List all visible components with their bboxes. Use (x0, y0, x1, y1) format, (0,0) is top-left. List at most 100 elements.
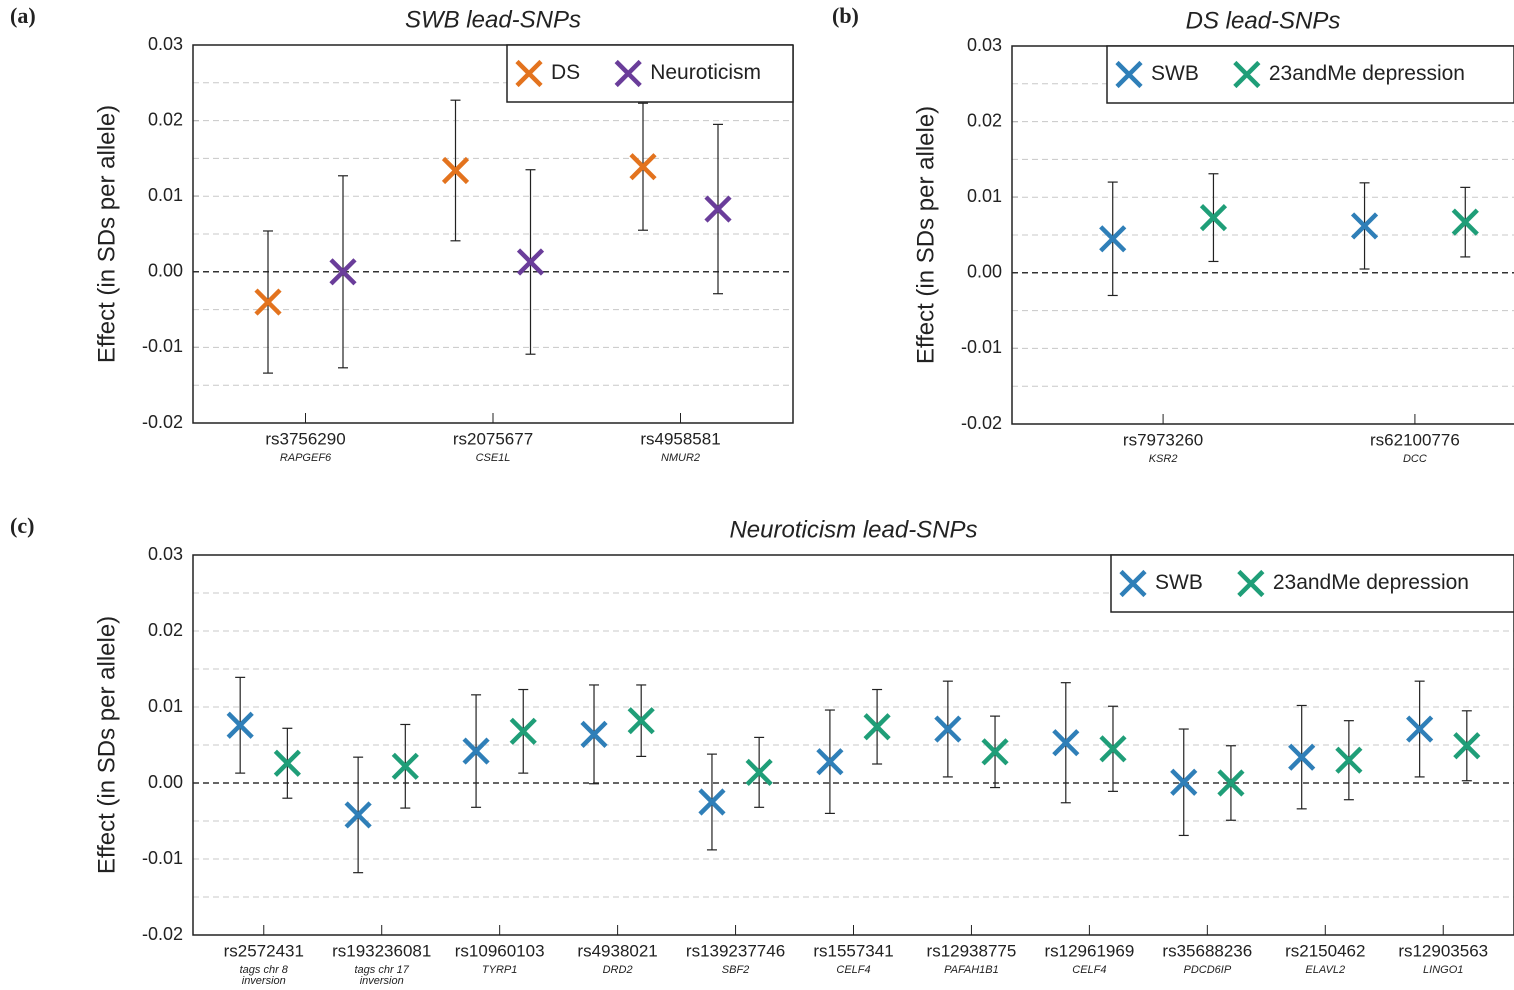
marker-stroke (816, 748, 844, 776)
legend-label: Neuroticism (650, 61, 761, 84)
marker (273, 749, 301, 777)
legend-box (1110, 554, 1514, 613)
marker-stroke (1099, 225, 1127, 253)
marker (1350, 212, 1379, 240)
marker (629, 153, 657, 181)
legend-marker (614, 59, 642, 88)
gene-label-box: PAFAH1B1 (944, 965, 999, 976)
legend-box (506, 44, 794, 103)
gene-label: ELAVL2 (1305, 965, 1346, 976)
gene-label: RAPGEF6 (279, 453, 332, 464)
marker (1199, 204, 1228, 232)
marker-stroke (614, 59, 642, 88)
marker (698, 788, 726, 816)
marker-stroke (391, 752, 419, 780)
x-tick-label: rs2572431 (224, 941, 304, 960)
marker (462, 737, 490, 765)
gene-label-box: DCC (1402, 454, 1427, 465)
y-tick-label: 0.03 (148, 34, 183, 54)
x-tick-label: rs2150462 (1285, 941, 1365, 960)
legend-label: DS (551, 61, 580, 84)
marker (981, 738, 1009, 766)
gene-label-box: tags chr 17 inversion (354, 965, 409, 987)
marker-stroke (1451, 208, 1479, 236)
marker-stroke (1199, 204, 1228, 232)
x-tick-label: rs3756290 (265, 429, 345, 448)
marker-stroke (254, 288, 282, 316)
gene-label-box: NMUR2 (661, 453, 700, 464)
y-tick-label: 0.01 (148, 696, 183, 716)
legend-marker (1233, 60, 1261, 89)
y-tick-label: 0.01 (967, 186, 1002, 206)
gene-label: CSE1L (475, 453, 511, 464)
marker-stroke (1115, 60, 1143, 89)
marker (580, 720, 608, 748)
marker-stroke (1288, 743, 1316, 771)
panel-label: (b) (832, 3, 859, 28)
gene-label: CELF4 (1072, 965, 1107, 976)
legend-label: SWB (1151, 62, 1199, 85)
marker (745, 758, 773, 786)
y-axis-label: Effect (in SDs per allele) (93, 616, 120, 874)
gene-label: tags chr 17 inversion (354, 965, 409, 987)
gene-label: DCC (1402, 454, 1427, 465)
marker (1052, 729, 1080, 757)
chart-title: DS lead-SNPs (1186, 7, 1341, 34)
marker (516, 248, 545, 276)
y-tick-label: 0.02 (148, 109, 183, 129)
y-tick-label: -0.01 (961, 337, 1002, 357)
x-tick-label: rs62100776 (1370, 430, 1460, 449)
y-tick-label: -0.02 (142, 412, 183, 432)
marker-stroke (344, 801, 372, 829)
marker (391, 752, 419, 780)
y-tick-label: -0.02 (961, 413, 1002, 433)
y-tick-label: -0.02 (142, 924, 183, 944)
marker-stroke (745, 758, 773, 786)
marker-stroke (329, 258, 357, 286)
x-tick-label: rs7973260 (1123, 430, 1203, 449)
gene-label-box: ELAVL2 (1305, 965, 1346, 976)
marker-stroke (273, 749, 301, 777)
marker (1099, 735, 1127, 763)
marker (934, 715, 962, 743)
x-tick-label: rs12961969 (1044, 941, 1134, 960)
x-tick-label: rs4958581 (640, 429, 720, 448)
plot-frame (192, 44, 794, 424)
gene-label: CELF4 (836, 965, 871, 976)
gene-label-box: RAPGEF6 (279, 453, 332, 464)
marker-stroke (515, 59, 543, 88)
marker-stroke (981, 738, 1009, 766)
y-tick-label: 0.03 (967, 35, 1002, 55)
marker-stroke (1237, 569, 1265, 598)
marker-stroke (1335, 746, 1363, 774)
gene-label-box: KSR2 (1149, 454, 1178, 465)
marker (1099, 225, 1127, 253)
marker-stroke (934, 715, 962, 743)
y-axis-label: Effect (in SDs per allele) (93, 105, 120, 363)
marker (509, 717, 537, 745)
marker-stroke (627, 707, 655, 735)
y-tick-label: 0.01 (148, 185, 183, 205)
gene-label: SBF2 (721, 965, 750, 976)
panel-label: (c) (10, 513, 34, 538)
marker (1451, 208, 1479, 236)
marker (627, 707, 655, 735)
marker-stroke (509, 717, 537, 745)
marker (344, 801, 372, 829)
marker-stroke (1099, 735, 1127, 763)
marker (226, 711, 254, 739)
x-tick-label: rs139237746 (686, 941, 785, 960)
x-tick-label: rs2075677 (453, 429, 533, 448)
plot-frame (192, 554, 1514, 936)
marker (1288, 743, 1316, 771)
legend-label: 23andMe depression (1269, 62, 1465, 85)
marker (254, 288, 282, 316)
gene-label-box: PDCD6IP (1183, 965, 1231, 976)
y-tick-label: 0.00 (967, 262, 1002, 282)
gene-label: DRD2 (602, 965, 633, 976)
marker-stroke (629, 153, 657, 181)
legend-box (1106, 45, 1514, 104)
marker-stroke (580, 720, 608, 748)
y-tick-label: -0.01 (142, 848, 183, 868)
marker (441, 156, 470, 185)
